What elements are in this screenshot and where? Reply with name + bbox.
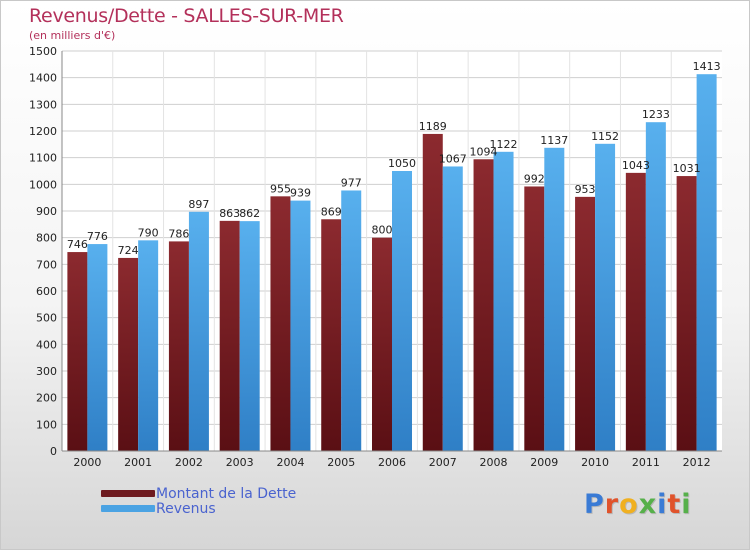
bar-dette-2001 (118, 257, 139, 451)
bar-dette-2006 (372, 237, 392, 451)
x-tick-label-2004: 2004 (276, 456, 304, 469)
logo-letter: o (619, 489, 639, 520)
data-label-dette-2011: 1043 (622, 159, 650, 172)
data-label-dette-2000: 746 (67, 238, 88, 251)
x-tick-label-2009: 2009 (530, 456, 558, 469)
bar-revenus-2010 (595, 143, 616, 452)
data-label-dette-2005: 869 (321, 205, 342, 218)
data-label-dette-2012: 1031 (673, 162, 701, 175)
x-tick-label-2001: 2001 (124, 456, 152, 469)
bar-dette-2002 (168, 241, 189, 451)
legend-label-revenus: Revenus (156, 501, 216, 517)
data-label-dette-2007: 1189 (419, 120, 447, 133)
legend-swatch-revenus (101, 505, 155, 512)
x-tick-label-2006: 2006 (378, 456, 406, 469)
chart-subtitle: (en milliers d'€) (29, 29, 116, 42)
data-label-dette-2009: 992 (524, 172, 545, 185)
x-tick-label-2002: 2002 (175, 456, 203, 469)
y-tick-label-600: 600 (36, 285, 57, 298)
bar-dette-2009 (524, 186, 545, 451)
chart-title: Revenus/Dette - SALLES-SUR-MER (29, 5, 344, 27)
data-label-revenus-2000: 776 (87, 230, 108, 243)
y-tick-label-400: 400 (36, 338, 57, 351)
bar-revenus-2008 (493, 151, 514, 452)
y-tick-label-500: 500 (36, 312, 57, 325)
bar-revenus-2012 (696, 74, 717, 451)
data-label-dette-2004: 955 (270, 182, 291, 195)
bar-revenus-2005 (341, 190, 362, 451)
y-tick-label-800: 800 (36, 232, 57, 245)
y-tick-label-900: 900 (36, 205, 57, 218)
data-label-revenus-2005: 977 (341, 176, 362, 189)
x-tick-label-2003: 2003 (226, 456, 254, 469)
y-tick-label-1400: 1400 (29, 72, 57, 85)
data-label-revenus-2007: 1067 (439, 152, 467, 165)
data-label-revenus-2004: 939 (290, 187, 311, 200)
y-tick-label-1000: 1000 (29, 178, 57, 191)
y-tick-label-0: 0 (50, 445, 57, 458)
y-tick-label-1300: 1300 (29, 98, 57, 111)
x-tick-label-2010: 2010 (581, 456, 609, 469)
bar-dette-2011 (625, 172, 646, 451)
data-label-revenus-2012: 1413 (693, 60, 721, 73)
logo-letter: x (638, 489, 658, 520)
data-label-dette-2002: 786 (168, 227, 189, 240)
legend-swatch-dette (101, 490, 155, 497)
logo-letter: r (604, 489, 620, 520)
bar-revenus-2007 (442, 166, 463, 451)
logo-letter: P (584, 489, 605, 520)
logo-letter: t (667, 489, 682, 520)
logo-letter: i (657, 489, 668, 520)
bar-revenus-2000 (87, 244, 108, 451)
x-tick-label-2012: 2012 (683, 456, 711, 469)
y-tick-label-1200: 1200 (29, 125, 57, 138)
data-label-revenus-2006: 1050 (388, 157, 416, 170)
bar-revenus-2001 (138, 240, 159, 451)
x-tick-label-2005: 2005 (327, 456, 355, 469)
bar-revenus-2003 (239, 221, 260, 451)
logo-letter: i (681, 489, 692, 520)
data-label-dette-2003: 863 (219, 207, 240, 220)
bar-revenus-2011 (645, 122, 666, 451)
data-label-dette-2008: 1094 (470, 145, 498, 158)
legend-label-dette: Montant de la Dette (156, 486, 297, 502)
data-label-dette-2006: 800 (372, 224, 393, 237)
bar-dette-2010 (575, 196, 596, 451)
y-tick-label-1100: 1100 (29, 152, 57, 165)
x-tick-label-2011: 2011 (632, 456, 660, 469)
proxiti-logo: Proxiti (584, 489, 692, 520)
y-tick-label-200: 200 (36, 392, 57, 405)
x-tick-label-2007: 2007 (429, 456, 457, 469)
y-tick-label-100: 100 (36, 418, 57, 431)
data-label-dette-2001: 724 (118, 244, 139, 257)
bar-dette-2004 (270, 196, 291, 451)
data-label-revenus-2001: 790 (138, 226, 159, 239)
data-label-revenus-2002: 897 (188, 198, 209, 211)
x-tick-label-2008: 2008 (480, 456, 508, 469)
bar-dette-2005 (321, 219, 342, 451)
x-tick-label-2000: 2000 (73, 456, 101, 469)
data-label-revenus-2003: 862 (239, 207, 260, 220)
bar-revenus-2009 (544, 147, 565, 452)
bar-dette-2000 (67, 252, 88, 451)
data-label-revenus-2008: 1122 (490, 138, 518, 151)
bar-revenus-2006 (392, 171, 412, 451)
data-label-dette-2010: 953 (575, 183, 596, 196)
bar-dette-2008 (473, 159, 494, 451)
y-tick-label-700: 700 (36, 258, 57, 271)
y-tick-label-300: 300 (36, 365, 57, 378)
data-label-revenus-2009: 1137 (540, 134, 568, 147)
data-label-revenus-2010: 1152 (591, 130, 619, 143)
bar-revenus-2002 (188, 211, 209, 451)
bar-dette-2007 (422, 133, 443, 451)
bar-dette-2012 (676, 176, 697, 452)
bar-dette-2003 (219, 220, 240, 451)
data-label-revenus-2011: 1233 (642, 108, 670, 121)
bar-revenus-2004 (290, 200, 311, 451)
y-tick-label-1500: 1500 (29, 45, 57, 58)
